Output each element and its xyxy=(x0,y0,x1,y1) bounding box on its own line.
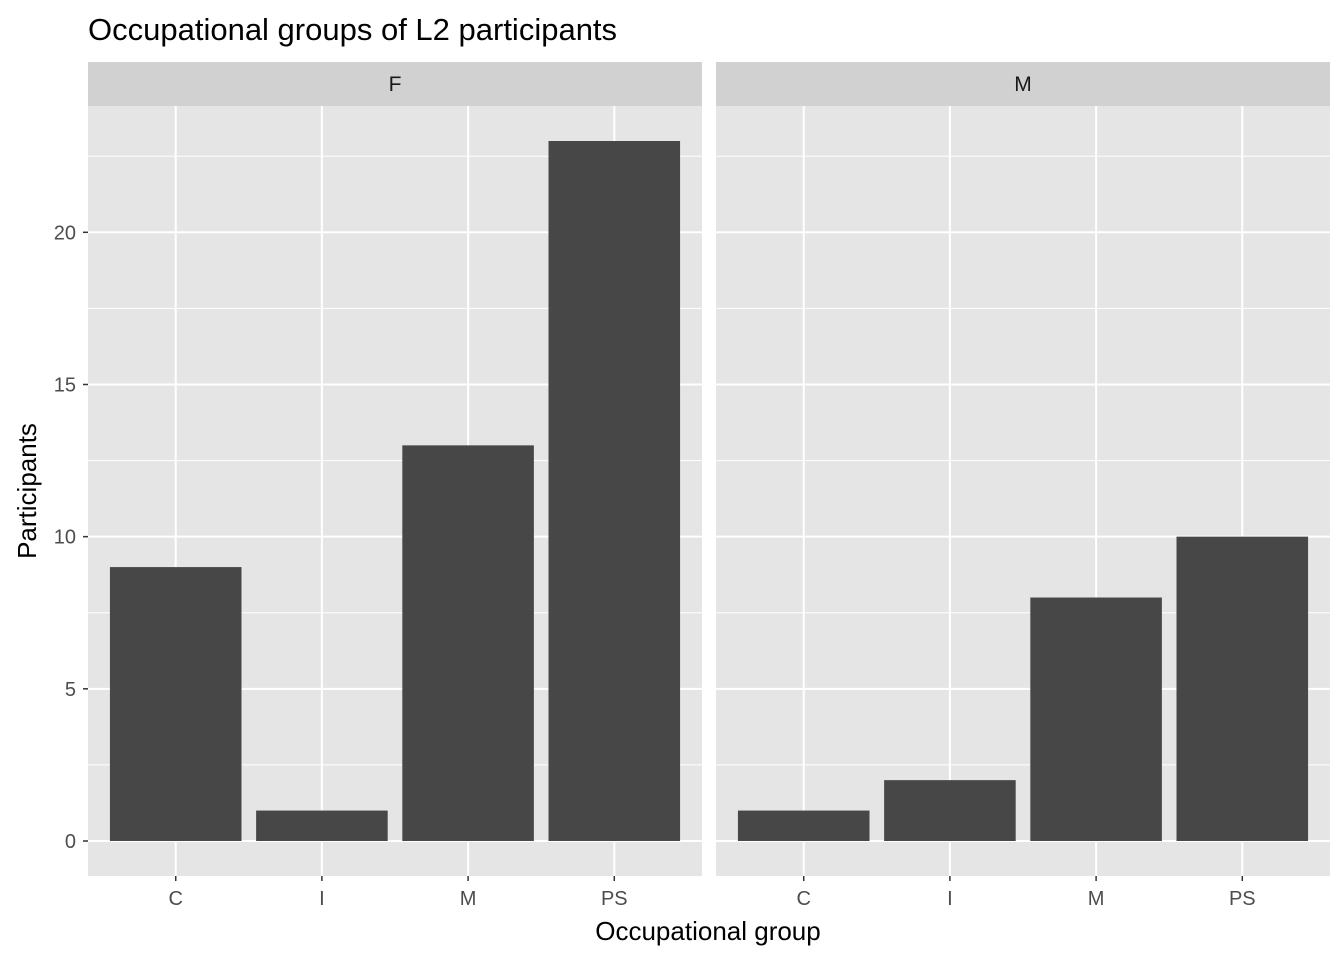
y-tick-label: 10 xyxy=(54,527,76,549)
bar-m-m xyxy=(1030,597,1162,841)
facet-panels: 0 5 10 15 20 F C I M PS M C I M PS xyxy=(54,62,1330,910)
x-tick-label: PS xyxy=(601,888,628,910)
bar-f-m xyxy=(402,445,534,841)
facet-strip xyxy=(88,62,702,106)
facet-strip xyxy=(716,62,1330,106)
x-tick-label: M xyxy=(1088,888,1105,910)
y-tick-label: 15 xyxy=(54,374,76,396)
facet-panel-m: M C I M PS xyxy=(716,62,1330,910)
x-tick-label: I xyxy=(319,888,325,910)
bar-m-ps xyxy=(1176,536,1309,841)
chart-title: Occupational groups of L2 participants xyxy=(88,12,617,47)
bar-f-c xyxy=(109,567,242,841)
x-tick-label: I xyxy=(947,888,953,910)
bar-m-c xyxy=(737,810,870,841)
x-axis-title: Occupational group xyxy=(595,916,820,946)
y-tick-label: 0 xyxy=(65,831,76,853)
facet-strip-label: M xyxy=(1014,73,1032,96)
y-tick-label: 5 xyxy=(65,679,76,701)
x-tick-label: M xyxy=(460,888,477,910)
bar-f-i xyxy=(256,810,388,841)
y-axis-title: Participants xyxy=(12,423,42,559)
x-tick-label: PS xyxy=(1229,888,1256,910)
bar-m-i xyxy=(884,780,1016,841)
x-tick-label: C xyxy=(796,888,810,910)
x-tick-label: C xyxy=(168,888,182,910)
facet-panel-f: F C I M PS xyxy=(88,62,702,910)
bar-f-ps xyxy=(548,141,681,841)
facet-strip-label: F xyxy=(389,73,402,96)
y-tick-label: 20 xyxy=(54,222,76,244)
